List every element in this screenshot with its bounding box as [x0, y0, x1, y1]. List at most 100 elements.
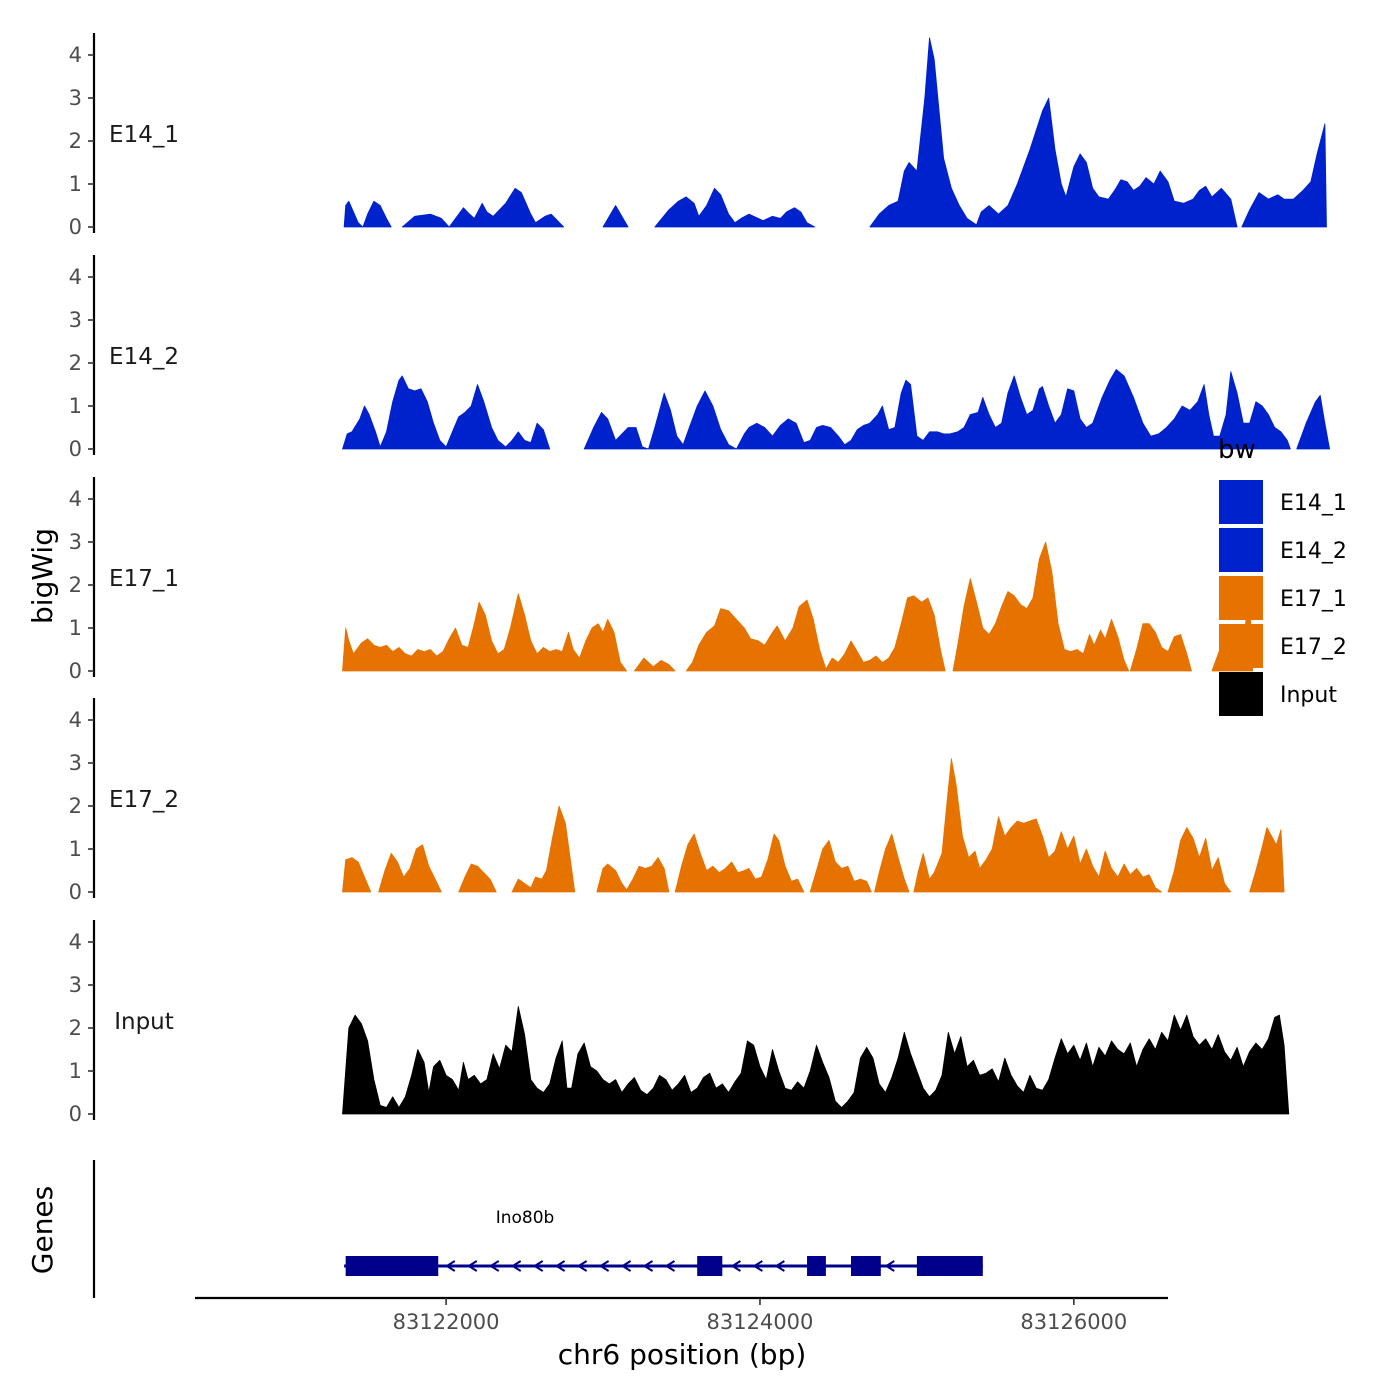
gene-label: Ino80b [496, 1208, 555, 1228]
y-tick-label: 2 [69, 351, 82, 375]
y-tick-label: 3 [69, 973, 82, 997]
area-e17-2-segment [596, 857, 670, 893]
area-e17-1-segment [1129, 623, 1192, 672]
area-e14-1-segment [401, 213, 450, 228]
track-label-input: Input [114, 1009, 174, 1035]
track-label-e17-2: E17_2 [109, 787, 179, 813]
legend-key-e17-2 [1219, 624, 1263, 668]
area-e17-2-segment [342, 857, 372, 893]
area-e14-2-segment [1296, 394, 1330, 450]
y-tick-label: 0 [69, 215, 82, 239]
gene-strand-arrow [774, 1260, 785, 1272]
legend-label-e17-2: E17_2 [1280, 635, 1347, 660]
gene-strand-arrow [554, 1260, 566, 1272]
legend-title: bw [1218, 435, 1256, 465]
gene-strand-arrow [466, 1260, 478, 1272]
area-e17-2-segment [913, 758, 1163, 893]
x-tick-label: 83122000 [393, 1310, 500, 1334]
track-label-e14-2: E14_2 [109, 344, 179, 370]
track-label-e14-1: E14_1 [109, 122, 179, 148]
track-input: 0 1 2 3 4 Input [69, 920, 1290, 1126]
gene-strand-arrow [444, 1260, 456, 1272]
y-tick-label: 3 [69, 751, 82, 775]
area-e17-2-segment [874, 833, 910, 893]
x-tick-label: 83126000 [1020, 1310, 1127, 1334]
y-tick-label: 0 [69, 880, 82, 904]
gene-exon [807, 1256, 826, 1276]
x-tick-label: 83124000 [707, 1310, 814, 1334]
gene-strand-arrow [664, 1260, 676, 1272]
y-tick-label: 3 [69, 86, 82, 110]
gene-exon [850, 1256, 881, 1276]
area-e14-2-segment [736, 369, 1291, 450]
area-e14-1-segment [448, 187, 565, 228]
area-input-segment [342, 1006, 1290, 1115]
y-tick-label: 4 [69, 487, 82, 511]
area-e14-1-segment [654, 187, 816, 228]
area-e17-1-segment [685, 595, 946, 672]
area-e14-2-segment [648, 390, 737, 450]
area-e14-1-segment [602, 205, 629, 228]
y-tick-label: 3 [69, 308, 82, 332]
gene-strand-arrow [598, 1260, 610, 1272]
track-e14-2: 0 1 2 3 4 E14_2 [69, 255, 1330, 461]
gene-strand-arrow [730, 1260, 741, 1272]
y-tick-label: 0 [69, 659, 82, 683]
x-axis-title: chr6 position (bp) [558, 1338, 807, 1371]
gene-strand-arrow [488, 1260, 500, 1272]
area-e17-2-segment [511, 805, 576, 893]
y-tick-label: 0 [69, 437, 82, 461]
area-e14-2-segment [342, 375, 551, 450]
y-axis-title: bigWig [26, 528, 59, 624]
area-e14-1-segment [343, 200, 392, 228]
y-tick-label: 2 [69, 573, 82, 597]
area-e17-2-segment [809, 840, 872, 893]
y-tick-label: 1 [69, 172, 82, 196]
track-e14-1: 0 1 2 3 4 E14_1 [69, 33, 1327, 239]
legend-key-input [1219, 672, 1263, 716]
y-tick-label: 4 [69, 930, 82, 954]
gene-exon [345, 1256, 439, 1276]
gene-strand-arrow [620, 1260, 632, 1272]
gene-strand-arrow [752, 1260, 763, 1272]
gene-strand-arrow [510, 1260, 522, 1272]
y-tick-label: 4 [69, 708, 82, 732]
x-axis: 83122000 83124000 83126000 [195, 1296, 1168, 1334]
area-e14-1-segment [1241, 123, 1327, 228]
y-tick-label: 2 [69, 794, 82, 818]
area-e14-2-segment [583, 412, 649, 450]
y-tick-label: 4 [69, 43, 82, 67]
genes-panel: Ino80b [92, 1160, 983, 1298]
gene-strand-arrow [884, 1260, 895, 1272]
legend-key-e14-2 [1219, 528, 1263, 572]
legend-label-e14-1: E14_1 [1280, 491, 1347, 516]
track-label-e17-1: E17_1 [109, 566, 179, 592]
y-tick-label: 2 [69, 129, 82, 153]
y-tick-label: 4 [69, 265, 82, 289]
area-e17-1-segment [952, 541, 1130, 672]
legend: bw E14_1 E14_2 E17_1 E17_2 Input [1218, 435, 1347, 716]
legend-label-input: Input [1280, 683, 1337, 708]
track-e17-1: 0 1 2 3 4 E17_1 [69, 477, 1254, 683]
area-e14-1-segment [869, 37, 1238, 228]
legend-key-e17-1 [1219, 576, 1263, 620]
y-tick-label: 3 [69, 530, 82, 554]
gene-exon [916, 1256, 983, 1276]
y-tick-label: 1 [69, 394, 82, 418]
track-e17-2: 0 1 2 3 4 E17_2 [69, 698, 1285, 904]
area-e17-1-segment [634, 657, 676, 672]
area-e17-1-segment [342, 593, 627, 672]
y-tick-label: 1 [69, 1059, 82, 1083]
legend-key-e14-1 [1219, 480, 1263, 524]
gene-ino80b: Ino80b [344, 1208, 983, 1276]
gene-strand-arrow [642, 1260, 654, 1272]
y-tick-label: 2 [69, 1016, 82, 1040]
y-tick-label: 1 [69, 837, 82, 861]
y-tick-label: 1 [69, 616, 82, 640]
gene-strand-arrow [532, 1260, 544, 1272]
area-e17-2-segment [458, 863, 497, 893]
area-e17-2-segment [1167, 827, 1232, 893]
gene-strand-arrow [576, 1260, 588, 1272]
area-e17-2-segment [1249, 827, 1285, 893]
